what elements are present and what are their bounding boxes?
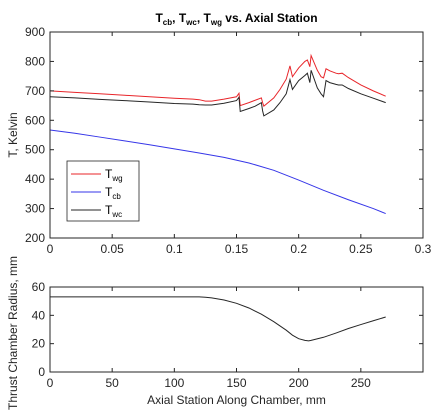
x-tick-label: 0.1	[166, 242, 183, 256]
legend: Twg Tcb Twc	[66, 160, 140, 222]
x-tick-label: 0	[47, 242, 54, 256]
bottom-x-axis-label: Axial Station Along Chamber, mm	[147, 393, 326, 407]
title-text-part: ,	[172, 11, 179, 25]
y-tick-label: 600	[25, 113, 45, 127]
y-tick-label: 700	[25, 84, 45, 98]
y-tick-label: 20	[32, 337, 46, 351]
title-symbol: T	[179, 11, 187, 25]
bottom-x-ticks: 0 50 100 150 200 250	[47, 287, 371, 390]
title-text-part: vs. Axial Station	[222, 11, 318, 25]
top-x-ticks: 0 0.05 0.1 0.15 0.2 0.25 0.3	[47, 32, 432, 256]
legend-label-wg: Twg	[105, 167, 123, 183]
x-tick-label: 100	[164, 376, 184, 390]
x-tick-label: 0.25	[349, 242, 373, 256]
x-tick-label: 0.15	[225, 242, 249, 256]
y-tick-label: 300	[25, 202, 45, 216]
x-tick-label: 250	[351, 376, 371, 390]
radius-chart: 0 50 100 150 200 250 0 20 40 60 Thrust Chamber R…	[6, 256, 424, 410]
x-tick-label: 0	[47, 376, 54, 390]
temperature-chart: Tcb, Twc, Twg vs. Axial Station 0 0.05 0.1…	[6, 11, 432, 256]
top-y-ticks: 200 300 400 500 600 700 800 900	[25, 25, 423, 245]
x-tick-label: 200	[289, 376, 309, 390]
x-tick-label: 50	[105, 376, 119, 390]
radius-series-group	[50, 296, 386, 373]
bottom-y-axis-label: Thrust Chamber Radius, mm	[6, 256, 20, 410]
y-tick-label: 800	[25, 54, 45, 68]
title-symbol: T	[155, 11, 163, 25]
title-subscript: wg	[210, 18, 222, 27]
x-tick-label: 0.2	[290, 242, 307, 256]
y-tick-label: 500	[25, 143, 45, 157]
title-symbol: T	[204, 11, 212, 25]
chart-title: Tcb, Twc, Twg vs. Axial Station	[155, 11, 317, 27]
y-tick-label: 60	[32, 280, 46, 294]
y-tick-label: 200	[25, 231, 45, 245]
x-tick-label: 0.05	[100, 242, 124, 256]
title-subscript: cb	[163, 18, 172, 27]
temperature-series-group	[49, 53, 386, 215]
title-subscript: wc	[185, 18, 197, 27]
y-tick-label: 40	[32, 308, 46, 322]
y-tick-label: 400	[25, 172, 45, 186]
y-tick-label: 900	[25, 25, 45, 39]
series-line-wg	[49, 53, 386, 108]
x-tick-label: 0.3	[415, 242, 432, 256]
top-y-axis-label: T, Kelvin	[6, 112, 20, 157]
series-line-wc	[49, 70, 386, 117]
series-line-cb	[49, 129, 386, 215]
legend-label-wc: Twc	[105, 203, 122, 219]
series-line-series-0	[50, 296, 386, 342]
bottom-y-ticks: 0 20 40 60	[32, 280, 423, 379]
legend-label-cb: Tcb	[105, 185, 121, 201]
x-tick-label: 150	[226, 376, 246, 390]
title-text-part: ,	[197, 11, 204, 25]
legend-box	[66, 160, 140, 222]
y-tick-label: 0	[38, 365, 45, 379]
